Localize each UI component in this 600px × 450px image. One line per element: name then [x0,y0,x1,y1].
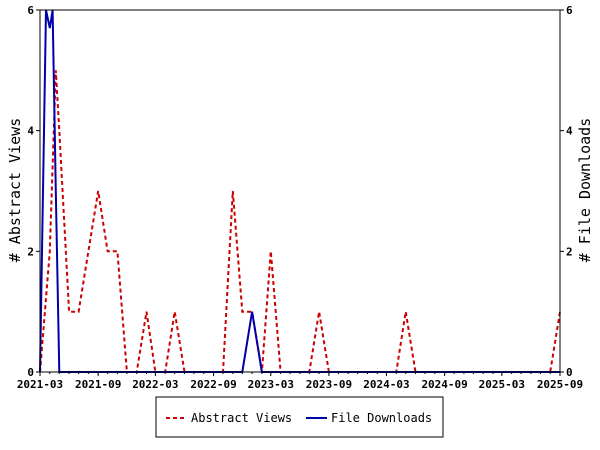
x-tick-label: 2024-09 [421,378,467,391]
y-right-tick-label: 4 [566,125,573,138]
x-tick-label: 2022-03 [132,378,178,391]
y-axis-left-title: # Abstract Views [6,118,24,263]
x-tick-label: 2023-03 [248,378,294,391]
x-tick-label: 2025-09 [537,378,583,391]
y-left-tick-label: 4 [27,125,34,138]
legend-label-file-downloads: File Downloads [331,411,432,425]
x-tick-label: 2023-09 [306,378,352,391]
x-tick-label: 2021-03 [17,378,63,391]
y-left-tick-label: 0 [27,366,34,379]
legend-label-abstract-views: Abstract Views [191,411,292,425]
x-tick-label: 2025-03 [479,378,525,391]
y-axis-right-title: # File Downloads [576,118,594,263]
y-left-tick-label: 6 [27,4,34,17]
y-right-tick-label: 6 [566,4,573,17]
y-left-tick-label: 2 [27,245,34,258]
axes-layer: 2021-03 2021-09 2022-03 2022-09 2023-03 2023-… [17,4,583,391]
x-tick-label: 2022-09 [190,378,236,391]
x-tick-label: 2021-09 [75,378,121,391]
series-line-file-downloads [39,9,560,373]
y-right-tick-label: 2 [566,245,573,258]
legend-box [155,396,444,438]
legend: Abstract Views File Downloads [155,396,444,438]
y-right-tick-label: 0 [566,366,573,379]
x-tick-label: 2024-03 [363,378,409,391]
